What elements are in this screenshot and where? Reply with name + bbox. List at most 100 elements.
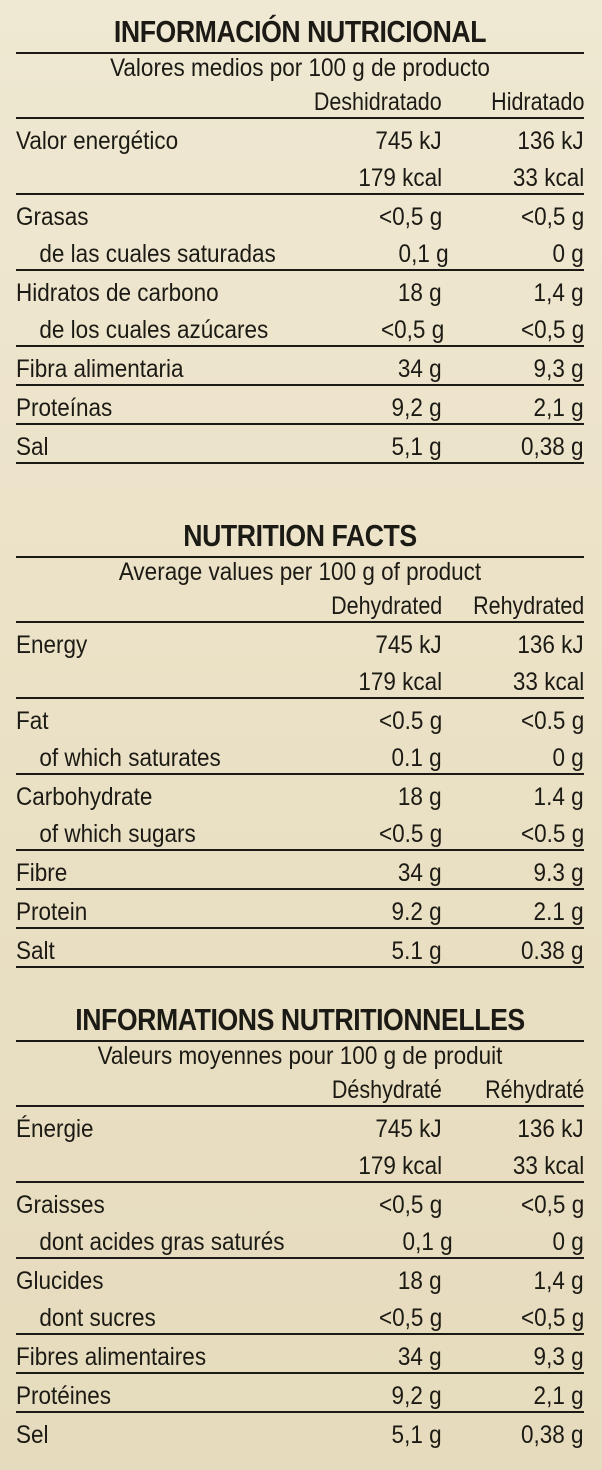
column-header-2: Hidratado bbox=[490, 88, 584, 116]
value-1: <0.5 g bbox=[378, 707, 442, 735]
row-label: Proteínas bbox=[16, 394, 113, 422]
column-header-2: Réhydraté bbox=[484, 1076, 584, 1104]
row-label: de las cuales saturadas bbox=[39, 240, 276, 268]
value-1: 0.1 g bbox=[391, 744, 442, 772]
section-title: INFORMATIONS NUTRITIONNELLES bbox=[75, 1002, 525, 1037]
table-row: Carbohydrate 18 g 1.4 g bbox=[16, 773, 584, 812]
table-row: Fibra alimentaria 34 g 9,3 g bbox=[16, 345, 584, 384]
row-label: Hidratos de carbono bbox=[16, 279, 219, 307]
table-row: of which saturates 0.1 g 0 g bbox=[16, 736, 584, 773]
value-2: <0.5 g bbox=[520, 707, 584, 735]
table-row: Énergie 745 kJ 136 kJ bbox=[16, 1107, 584, 1144]
row-label: of which sugars bbox=[39, 820, 196, 848]
value-1: 18 g bbox=[398, 279, 442, 307]
value-2: <0,5 g bbox=[520, 203, 584, 231]
table-row: dont sucres <0,5 g <0,5 g bbox=[16, 1296, 584, 1333]
value-2: 0,38 g bbox=[521, 433, 584, 461]
section-subtitle: Valores medios por 100 g de producto bbox=[110, 54, 490, 82]
table-row: Salt 5.1 g 0.38 g bbox=[16, 927, 584, 968]
row-label: Fibres alimentaires bbox=[16, 1343, 207, 1371]
row-label: Sal bbox=[16, 433, 49, 461]
table-row: Sel 5,1 g 0,38 g bbox=[16, 1411, 584, 1450]
section-title: INFORMACIÓN NUTRICIONAL bbox=[113, 14, 487, 49]
value-1: 34 g bbox=[398, 1343, 442, 1371]
value-1: 5,1 g bbox=[391, 1421, 442, 1449]
table-row: 179 kcal 33 kcal bbox=[16, 660, 584, 697]
row-label: Protein bbox=[16, 898, 88, 926]
nutrition-table-en: NUTRITION FACTS Average values per 100 g… bbox=[16, 518, 584, 968]
divider bbox=[16, 117, 584, 119]
value-2: 2,1 g bbox=[533, 1382, 584, 1410]
table-row: Hidratos de carbono 18 g 1,4 g bbox=[16, 269, 584, 308]
value-2: 0 g bbox=[552, 744, 584, 772]
row-label: Salt bbox=[16, 937, 55, 965]
value-1: <0.5 g bbox=[378, 820, 442, 848]
table-row: Protéines 9,2 g 2,1 g bbox=[16, 1372, 584, 1411]
row-label: Energy bbox=[16, 631, 88, 659]
value-1: <0,5 g bbox=[378, 1191, 442, 1219]
value-1: <0,5 g bbox=[378, 203, 442, 231]
column-headers: Deshidratado Hidratado bbox=[16, 83, 584, 117]
value-2: 9,3 g bbox=[533, 355, 584, 383]
value-1: <0,5 g bbox=[380, 316, 445, 344]
value-1: 34 g bbox=[398, 355, 442, 383]
row-label: dont sucres bbox=[39, 1304, 156, 1332]
section-title: NUTRITION FACTS bbox=[183, 518, 417, 553]
value-1: 9,2 g bbox=[391, 1382, 442, 1410]
section-subtitle: Average values per 100 g of product bbox=[118, 558, 482, 586]
table-row: Fibre 34 g 9.3 g bbox=[16, 849, 584, 888]
row-label: Valor energético bbox=[16, 127, 179, 155]
table-row: 179 kcal 33 kcal bbox=[16, 1144, 584, 1181]
divider bbox=[16, 621, 584, 623]
row-label: de los cuales azúcares bbox=[39, 316, 269, 344]
table-row: dont acides gras saturés 0,1 g 0 g bbox=[16, 1220, 584, 1257]
table-row: Valor energético 745 kJ 136 kJ bbox=[16, 119, 584, 156]
value-2: 2.1 g bbox=[533, 898, 584, 926]
value-1: 9,2 g bbox=[391, 394, 442, 422]
row-label: dont acides gras saturés bbox=[39, 1228, 285, 1256]
value-2: 1,4 g bbox=[533, 279, 584, 307]
value-2: <0,5 g bbox=[520, 1191, 584, 1219]
value-1: 745 kJ bbox=[375, 127, 442, 155]
divider bbox=[16, 1105, 584, 1107]
nutrition-table-es: INFORMACIÓN NUTRICIONAL Valores medios p… bbox=[16, 14, 584, 464]
value-1: 9.2 g bbox=[391, 898, 442, 926]
value-2: <0.5 g bbox=[520, 820, 584, 848]
value-2: 136 kJ bbox=[517, 1115, 584, 1143]
value-2: 0,38 g bbox=[521, 1421, 584, 1449]
value-1: <0,5 g bbox=[378, 1304, 442, 1332]
value-1: 745 kJ bbox=[375, 1115, 442, 1143]
column-header-1: Déshydraté bbox=[332, 1076, 442, 1104]
value-2: 136 kJ bbox=[517, 631, 584, 659]
value-2: <0,5 g bbox=[520, 1304, 584, 1332]
nutrition-table-fr: INFORMATIONS NUTRITIONNELLES Valeurs moy… bbox=[16, 1002, 584, 1450]
value-1: 179 kcal bbox=[358, 668, 442, 696]
row-label: of which saturates bbox=[39, 744, 221, 772]
value-1: 0,1 g bbox=[402, 1228, 453, 1256]
column-headers: Dehydrated Rehydrated bbox=[16, 587, 584, 621]
section-subtitle: Valeurs moyennes pour 100 g de produit bbox=[97, 1042, 503, 1070]
value-2: 9.3 g bbox=[533, 859, 584, 887]
table-row: Energy 745 kJ 136 kJ bbox=[16, 623, 584, 660]
value-2: 136 kJ bbox=[517, 127, 584, 155]
value-1: 34 g bbox=[398, 859, 442, 887]
value-2: 2,1 g bbox=[533, 394, 584, 422]
value-1: 5.1 g bbox=[391, 937, 442, 965]
value-2: 1.4 g bbox=[533, 783, 584, 811]
value-2: 33 kcal bbox=[512, 164, 584, 192]
row-label: Fibre bbox=[16, 859, 68, 887]
column-headers: Déshydraté Réhydraté bbox=[16, 1071, 584, 1105]
column-header-2: Rehydrated bbox=[472, 592, 584, 620]
row-label: Sel bbox=[16, 1421, 49, 1449]
column-header-1: Dehydrated bbox=[330, 592, 442, 620]
value-1: 18 g bbox=[398, 783, 442, 811]
row-label: Fibra alimentaria bbox=[16, 355, 184, 383]
value-1: 179 kcal bbox=[358, 164, 442, 192]
table-row: Fibres alimentaires 34 g 9,3 g bbox=[16, 1333, 584, 1372]
value-2: <0,5 g bbox=[520, 316, 584, 344]
value-2: 0 g bbox=[552, 1228, 584, 1256]
value-2: 33 kcal bbox=[512, 1152, 584, 1180]
row-label: Glucides bbox=[16, 1267, 104, 1295]
column-header-1: Deshidratado bbox=[314, 88, 442, 116]
value-1: 179 kcal bbox=[358, 1152, 442, 1180]
